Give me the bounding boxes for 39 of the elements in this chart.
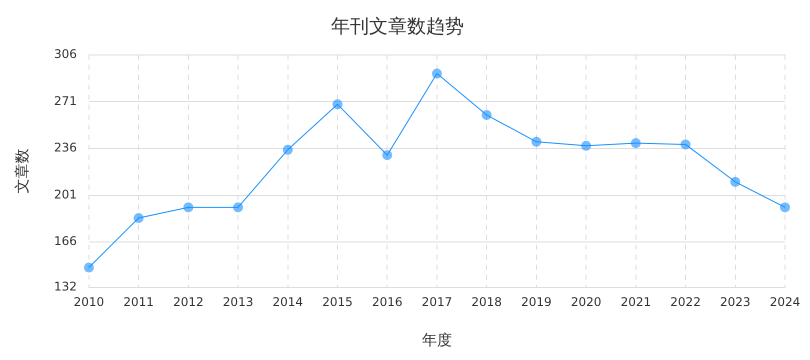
x-tick-label: 2013 <box>222 294 254 309</box>
point <box>630 138 641 148</box>
point <box>233 202 244 212</box>
x-tick-label: 2020 <box>570 294 602 309</box>
y-tick-label: 132 <box>54 280 77 294</box>
point <box>531 136 542 147</box>
y-tick-label: 306 <box>54 46 77 61</box>
x-tick-label: 2011 <box>123 294 154 309</box>
chart-title: 年刊文章数趋势 <box>331 15 464 38</box>
y-tick-label: 236 <box>54 140 77 155</box>
point <box>432 68 442 79</box>
x-tick-label: 2016 <box>372 294 403 309</box>
y-axis-title: 文章数 <box>12 148 31 194</box>
point <box>482 110 492 120</box>
point <box>680 139 691 150</box>
y-tick-label: 271 <box>54 94 77 108</box>
x-tick-label: 2010 <box>74 294 104 309</box>
x-tick-label: 2015 <box>322 294 353 309</box>
point <box>134 213 144 224</box>
y-tick-label: 166 <box>54 234 77 248</box>
point <box>581 140 592 151</box>
x-tick-label: 2021 <box>620 294 652 309</box>
x-tick-label: 2022 <box>670 294 701 309</box>
x-tick-label: 2023 <box>720 294 751 309</box>
point <box>780 202 790 212</box>
point <box>183 202 194 212</box>
point <box>282 144 293 155</box>
x-tick-label: 2014 <box>272 294 304 309</box>
x-tick-label: 2019 <box>521 294 552 309</box>
point <box>84 262 94 273</box>
x-tick-label: 2018 <box>471 294 502 309</box>
y-tick-label: 201 <box>54 187 77 202</box>
x-axis-title: 年度 <box>422 330 452 349</box>
x-tick-label: 2024 <box>770 294 800 309</box>
point <box>730 176 740 187</box>
point <box>332 99 343 110</box>
x-tick-label: 2017 <box>422 294 452 309</box>
point <box>382 150 392 160</box>
x-tick-label: 2012 <box>173 294 204 309</box>
